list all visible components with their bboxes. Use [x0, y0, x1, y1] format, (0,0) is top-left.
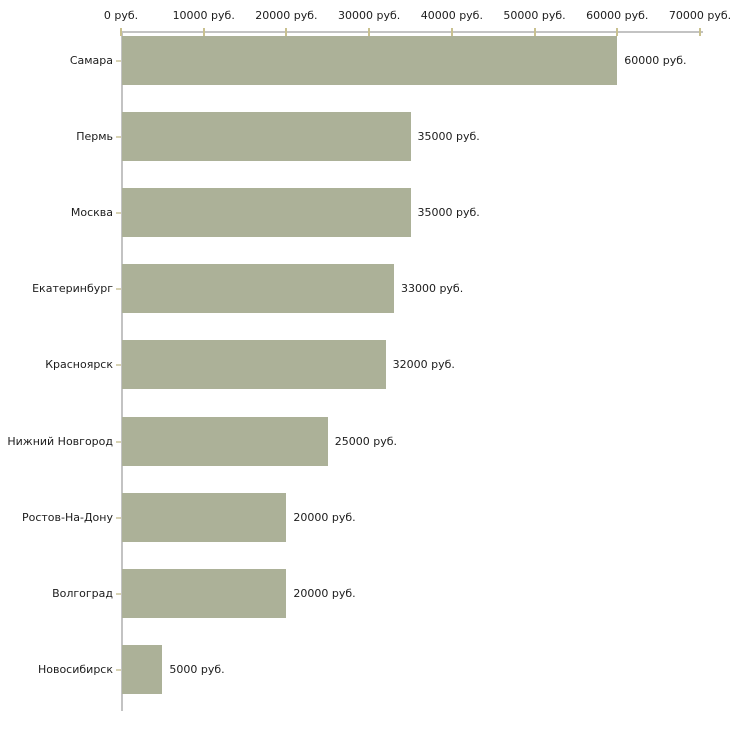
value-label: 25000 руб. — [334, 434, 398, 448]
bar — [122, 36, 618, 85]
category-label: Волгоград — [52, 586, 113, 600]
category-tick-mark — [116, 288, 121, 291]
value-label: 33000 руб. — [400, 282, 464, 296]
category-tick-mark — [116, 364, 121, 367]
x-tick-mark — [699, 28, 701, 36]
x-tick-mark — [450, 28, 453, 36]
x-tick-label: 50000 руб. — [503, 9, 566, 22]
category-tick-mark — [116, 592, 121, 595]
category-label: Красноярск — [45, 358, 113, 372]
category-tick-mark — [116, 516, 121, 519]
bar-row: Екатеринбург 33000 руб. — [0, 261, 730, 337]
category-tick-mark — [116, 136, 121, 139]
bar-row: Москва 35000 руб. — [0, 185, 730, 261]
x-tick-label: 20000 руб. — [255, 9, 318, 22]
category-tick-mark — [116, 60, 121, 62]
bar-row: Самара 60000 руб. — [0, 33, 730, 109]
bar — [122, 340, 386, 390]
x-tick-mark — [202, 28, 205, 36]
x-tick-mark — [120, 28, 122, 36]
x-tick-label: 30000 руб. — [338, 9, 401, 22]
x-tick-label: 10000 руб. — [172, 9, 235, 22]
bar-row: Новосибирск 5000 руб. — [0, 642, 730, 718]
x-tick-mark — [533, 28, 536, 36]
category-tick-mark — [116, 212, 121, 215]
category-label: Самара — [69, 54, 113, 67]
bar — [122, 264, 394, 314]
x-tick-label: 70000 руб. — [668, 9, 730, 22]
x-tick-mark — [285, 28, 288, 36]
bar-row: Пермь 35000 руб. — [0, 109, 730, 185]
x-tick-label: 60000 руб. — [586, 9, 649, 22]
bar-row: Красноярск 32000 руб. — [0, 337, 730, 413]
category-label: Нижний Новгород — [7, 434, 113, 448]
bar-row: Волгоград 20000 руб. — [0, 566, 730, 642]
category-tick-mark — [116, 668, 121, 671]
bar — [122, 416, 328, 466]
bar — [122, 112, 411, 162]
value-label: 32000 руб. — [392, 358, 455, 372]
x-axis-line — [121, 31, 703, 33]
value-label: 35000 руб. — [417, 130, 480, 144]
category-label: Ростов-На-Дону — [21, 510, 113, 524]
bar — [122, 568, 287, 618]
value-label: 60000 руб. — [624, 54, 687, 67]
x-tick-label: 40000 руб. — [420, 9, 483, 22]
category-label: Новосибирск — [37, 662, 113, 676]
value-label: 35000 руб. — [417, 206, 480, 220]
category-label: Пермь — [76, 130, 113, 144]
category-label: Екатеринбург — [32, 282, 113, 296]
bar — [122, 188, 411, 238]
category-tick-mark — [116, 440, 121, 443]
x-tick-label: 0 руб. — [103, 9, 139, 22]
bar-row: Ростов-На-Дону 20000 руб. — [0, 490, 730, 566]
category-label: Москва — [70, 206, 113, 220]
bar — [122, 492, 287, 542]
value-label: 5000 руб. — [169, 662, 225, 676]
value-label: 20000 руб. — [293, 510, 356, 524]
bar — [122, 644, 163, 694]
bar-row: Нижний Новгород 25000 руб. — [0, 414, 730, 490]
x-tick-mark — [368, 28, 371, 36]
value-label: 20000 руб. — [293, 586, 356, 600]
x-tick-mark — [616, 28, 619, 36]
